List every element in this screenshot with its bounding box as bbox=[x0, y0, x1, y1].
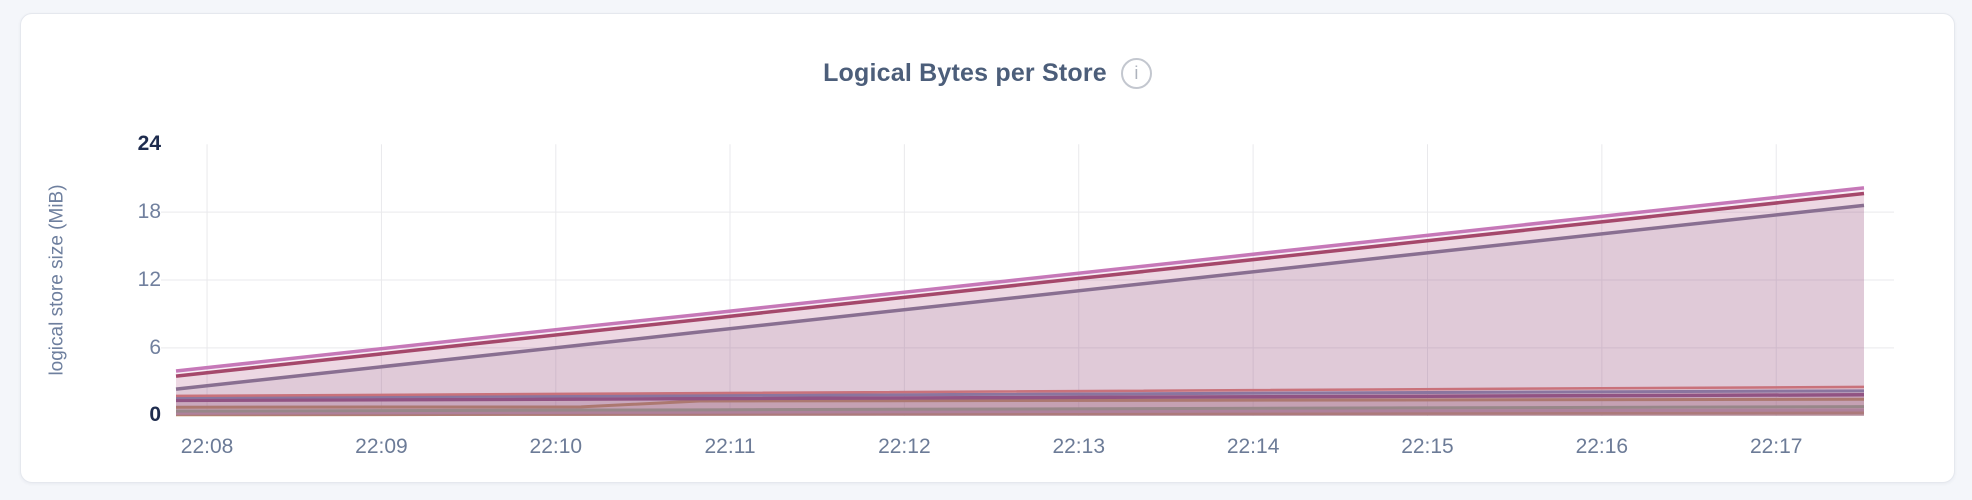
series-slate-line bbox=[175, 203, 1865, 391]
chart-plot[interactable] bbox=[161, 144, 1894, 417]
x-tick-label: 22:12 bbox=[878, 435, 931, 458]
y-tick-label: 18 bbox=[137, 199, 161, 223]
series-purple-line bbox=[175, 393, 1865, 403]
x-tick-label: 22:15 bbox=[1401, 435, 1454, 458]
x-tick-label: 22:08 bbox=[180, 435, 234, 458]
x-tick-label: 22:11 bbox=[704, 435, 756, 458]
chart-title: Logical Bytes per Store bbox=[823, 59, 1107, 87]
y-tick-label: 24 bbox=[137, 132, 161, 155]
chart-card: Logical Bytes per Store i logical store … bbox=[20, 13, 1955, 483]
series-salmon-line bbox=[175, 385, 1865, 398]
y-tick-label: 0 bbox=[149, 403, 161, 427]
series-pink-area bbox=[176, 187, 1864, 416]
series-pink-line bbox=[175, 186, 1865, 373]
series-pale-pink-line bbox=[175, 408, 1865, 415]
series-gold-area bbox=[176, 399, 1864, 416]
y-tick-label: 12 bbox=[137, 267, 161, 291]
x-tick-label: 22:09 bbox=[355, 435, 408, 458]
x-tick-label: 22:14 bbox=[1226, 435, 1280, 458]
chart-header: Logical Bytes per Store i bbox=[21, 58, 1954, 89]
series-slate-area bbox=[176, 205, 1864, 416]
x-tick-label: 22:17 bbox=[1749, 435, 1803, 458]
series-blue-line bbox=[175, 389, 1865, 400]
info-icon[interactable]: i bbox=[1120, 58, 1152, 89]
x-tick-label: 22:13 bbox=[1052, 435, 1106, 458]
x-tick-label: 22:16 bbox=[1575, 435, 1629, 458]
series-tan-line bbox=[175, 411, 1865, 417]
series-gold-line bbox=[175, 397, 1865, 409]
series-maroon-area bbox=[176, 193, 1864, 416]
series-maroon-line bbox=[175, 191, 1865, 378]
series-green-line bbox=[175, 405, 1865, 413]
y-tick-label: 6 bbox=[149, 335, 161, 359]
x-tick-label: 22:10 bbox=[529, 435, 583, 458]
